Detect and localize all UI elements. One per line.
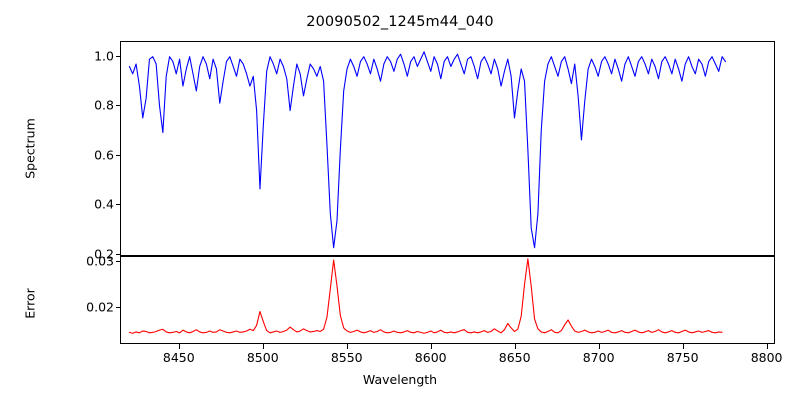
figure-title: 20090502_1245m44_040 [306, 14, 494, 30]
spectrum-y-tick-text: 0.8 [94, 97, 114, 113]
spectrum-y-tick-mark-0 [116, 253, 121, 255]
x-tick-mark-3 [430, 344, 432, 349]
x-tick-mark-6 [682, 344, 684, 349]
spectrum-y-tick-mark-4 [116, 55, 121, 57]
spectrum-plot-panel [120, 41, 775, 256]
error-data-line [129, 259, 722, 333]
spectrum-line-chart [121, 42, 774, 255]
x-tick-text: 8500 [246, 350, 279, 365]
x-tick-mark-5 [598, 344, 600, 349]
x-tick-text: 8450 [162, 350, 195, 365]
spectrum-data-line [129, 52, 725, 248]
x-tick-text: 8800 [750, 350, 783, 365]
error-plot-panel [120, 256, 775, 344]
x-tick-text: 8750 [666, 350, 699, 365]
x-tick-text: 8650 [498, 350, 531, 365]
error-line-chart [121, 257, 774, 343]
error-y-tick-mark-1 [116, 261, 121, 263]
error-y-tick-text: 0.02 [86, 299, 114, 315]
x-tick-mark-1 [262, 344, 264, 349]
spectrum-y-tick-text: 0.2 [94, 246, 114, 262]
error-y-tick-mark-0 [116, 306, 121, 308]
x-tick-text: 8600 [414, 350, 447, 365]
x-tick-mark-7 [766, 344, 768, 349]
spectrum-y-tick-text: 0.4 [94, 196, 114, 212]
spectrum-y-axis-label: Spectrum [22, 118, 38, 179]
x-tick-mark-0 [178, 344, 180, 349]
x-tick-mark-4 [514, 344, 516, 349]
spectrum-y-tick-mark-1 [116, 204, 121, 206]
spectrum-y-tick-text: 1.0 [94, 48, 114, 64]
x-tick-text: 8700 [582, 350, 615, 365]
error-y-axis-label: Error [22, 288, 38, 319]
spectrum-y-tick-mark-2 [116, 154, 121, 156]
x-tick-text: 8550 [330, 350, 363, 365]
spectrum-y-tick-text: 0.6 [94, 147, 114, 163]
x-tick-mark-2 [346, 344, 348, 349]
x-axis-label: Wavelength [362, 372, 438, 387]
spectrum-y-tick-mark-3 [116, 105, 121, 107]
error-y-tick-text: 0.03 [86, 253, 114, 269]
